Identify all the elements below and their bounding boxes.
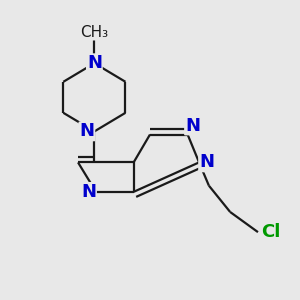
Text: N: N	[185, 116, 200, 134]
Text: N: N	[199, 153, 214, 171]
Text: N: N	[87, 54, 102, 72]
Text: Cl: Cl	[261, 223, 280, 241]
Text: CH₃: CH₃	[80, 25, 108, 40]
Text: N: N	[80, 122, 94, 140]
Text: N: N	[81, 183, 96, 201]
